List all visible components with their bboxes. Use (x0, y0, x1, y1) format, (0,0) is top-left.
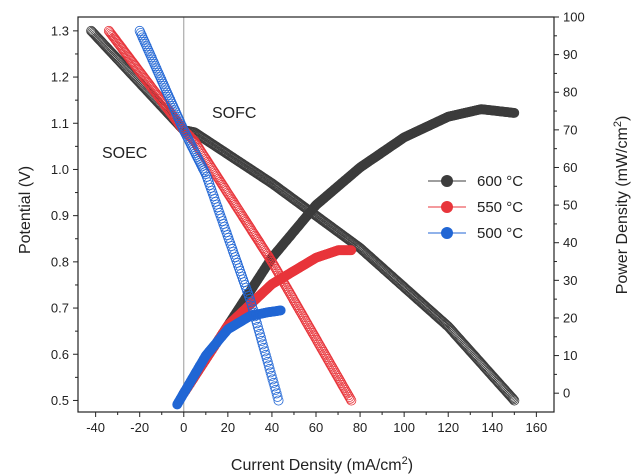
legend-label-500: 500 °C (477, 225, 523, 242)
potential-point (260, 349, 271, 360)
potential-point (269, 381, 280, 392)
y-right-tick-label: 10 (563, 348, 577, 363)
x-tick-label: 100 (393, 420, 415, 435)
x-tick-label: 160 (526, 420, 548, 435)
potential-point (256, 335, 267, 346)
x-tick-label: 40 (265, 420, 279, 435)
y-right-tick-label: 50 (563, 198, 577, 213)
y-right-tick-label: 80 (563, 85, 577, 100)
potential-point (255, 332, 266, 343)
potential-point (268, 377, 279, 388)
y-right-tick-label: 90 (563, 47, 577, 62)
potential-point (261, 353, 272, 364)
y-left-tick-label: 0.6 (51, 347, 69, 362)
potential-point (263, 360, 274, 371)
y-left-tick-label: 1.1 (51, 116, 69, 131)
potential-point (252, 321, 263, 332)
x-tick-label: -40 (86, 420, 105, 435)
y-right-tick-label: 40 (563, 235, 577, 250)
x-tick-label: 140 (481, 420, 503, 435)
series-2 (134, 25, 286, 410)
x-tick-label: 120 (437, 420, 459, 435)
potential-point (509, 395, 520, 406)
y-right-tick-label: 60 (563, 160, 577, 175)
y-left-tick-label: 0.9 (51, 208, 69, 223)
potential-point (266, 370, 277, 381)
legend-marker-550 (441, 201, 453, 213)
legend-label-550: 550 °C (477, 199, 523, 216)
legend-marker-500 (441, 227, 453, 239)
potential-point (253, 325, 264, 336)
x-tick-label: -20 (130, 420, 149, 435)
legend: 600 °C 550 °C 500 °C (428, 173, 523, 242)
y-right-tick-label: 20 (563, 310, 577, 325)
potential-point (441, 319, 452, 330)
potential-point (265, 367, 276, 378)
power-point (509, 108, 520, 118)
y-axis-left-title: Potential (V) (17, 166, 34, 254)
y-right-tick-label: 0 (563, 386, 570, 401)
x-tick-label: 20 (221, 420, 235, 435)
x-axis-title: Current Density (mA/cm2) (231, 455, 413, 474)
potential-point (506, 392, 517, 403)
potential-point (248, 307, 259, 318)
y-left-tick-label: 1.0 (51, 162, 69, 177)
potential-point (245, 297, 256, 308)
potential-point (244, 293, 255, 304)
potential-point (247, 304, 258, 315)
series-layer (86, 25, 520, 410)
y-left-tick-label: 0.7 (51, 301, 69, 316)
potential-point (270, 384, 281, 395)
y-left-tick-label: 1.2 (51, 70, 69, 85)
y-right-tick-label: 70 (563, 122, 577, 137)
potential-point (246, 300, 257, 311)
y-right-tick-label: 30 (563, 273, 577, 288)
potential-point (346, 395, 357, 406)
potential-point (251, 318, 262, 329)
potential-point (272, 391, 283, 402)
potential-point (249, 311, 260, 322)
potential-point (259, 346, 270, 357)
x-tick-label: 60 (309, 420, 323, 435)
potential-point (273, 395, 284, 406)
x-tick-label: 0 (180, 420, 187, 435)
potential-point (271, 388, 282, 399)
potential-point (257, 339, 268, 350)
y-axis-right-title: Power Density (mW/cm2) (612, 116, 631, 295)
x-tick-label: 80 (353, 420, 367, 435)
annotation-soec: SOEC (102, 145, 147, 162)
potential-point (250, 314, 261, 325)
potential-point (507, 393, 518, 404)
y-right-tick-label: 100 (563, 10, 585, 25)
potential-point (345, 393, 356, 404)
potential-point (262, 356, 273, 367)
y-left-tick-label: 0.8 (51, 254, 69, 269)
y-left-tick-label: 0.5 (51, 393, 69, 408)
potential-point (258, 342, 269, 353)
y-left-tick-label: 1.3 (51, 23, 69, 38)
legend-marker-600 (441, 175, 453, 187)
power-point (346, 245, 357, 256)
potential-point (199, 167, 210, 178)
power-point (275, 305, 286, 316)
annotation-sofc: SOFC (212, 105, 256, 122)
potential-point (264, 363, 275, 374)
potential-point (267, 374, 278, 385)
potential-point (254, 328, 265, 339)
axes-layer: -40 -20 0 20 40 60 80 100 120 140 1600.50.60.70.80… (51, 10, 585, 436)
series-1 (103, 25, 357, 406)
legend-label-600: 600 °C (477, 173, 523, 190)
potential-point (508, 394, 519, 405)
